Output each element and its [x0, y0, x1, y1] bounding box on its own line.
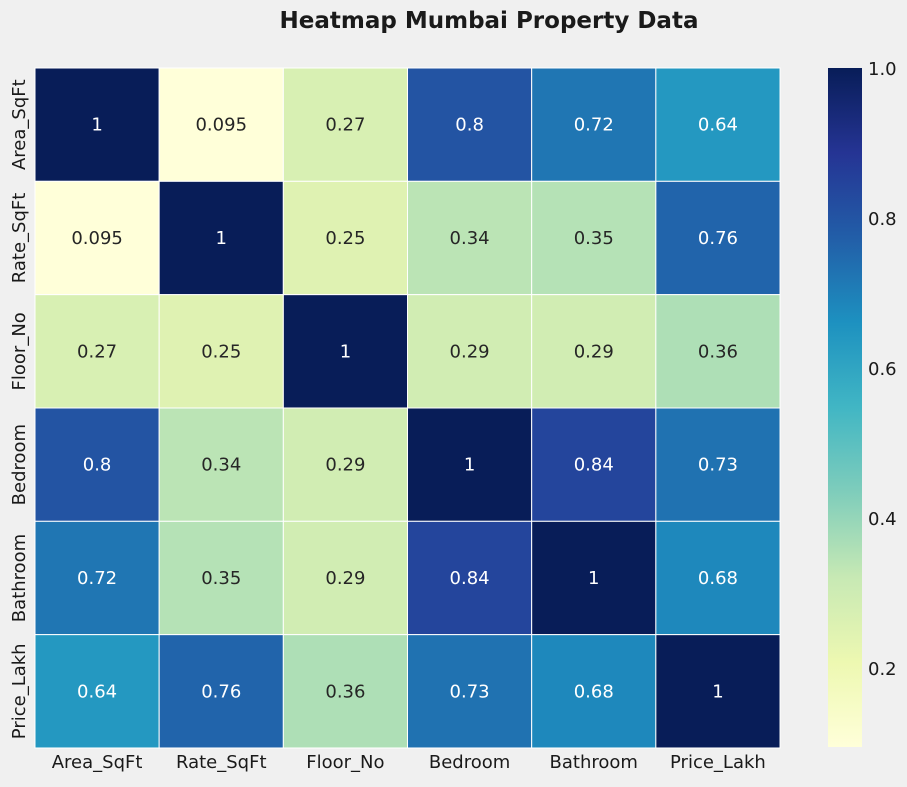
cell-value-label: 0.34: [201, 455, 241, 476]
cell-value-label: 0.25: [201, 341, 241, 362]
heatmap-cell-Floor_No-Bathroom: [531, 294, 657, 409]
y-tick-label: Floor_No: [9, 312, 30, 390]
heatmap-cell-Rate_SqFt-Price_Lakh: [655, 180, 781, 296]
heatmap-cell-Bedroom-Bathroom: [531, 407, 657, 522]
y-tick-label: Area_SqFt: [9, 79, 30, 170]
cell-value-label: 0.29: [450, 341, 490, 362]
colorbar-tick-label: 0.2: [868, 659, 897, 680]
heatmap-cell-Bathroom-Bedroom: [407, 520, 533, 636]
heatmap-cell-Bathroom-Floor_No: [282, 520, 409, 636]
cell-value-label: 0.27: [325, 115, 365, 136]
cell-value-label: 0.84: [574, 455, 614, 476]
chart-title: Heatmap Mumbai Property Data: [280, 8, 699, 34]
cell-value-label: 1: [588, 568, 599, 589]
cell-value-label: 0.73: [450, 681, 490, 702]
colorbar: 0.2 0.4 0.6 0.8 1.0: [828, 59, 897, 747]
colorbar-gradient: [828, 68, 862, 747]
heatmap-cell-Price_Lakh-Bathroom: [531, 634, 657, 749]
heatmap-cell-Price_Lakh-Price_Lakh: [655, 634, 781, 749]
heatmap-cell-Bedroom-Bedroom: [407, 407, 533, 522]
cell-value-label: 0.36: [698, 341, 738, 362]
y-tick-label: Rate_SqFt: [9, 193, 30, 284]
heatmap-cell-Area_SqFt-Area_SqFt: [34, 67, 160, 182]
y-axis-tick-labels: Area_SqFt Rate_SqFt Floor_No Bedroom Bathroo…: [9, 79, 30, 739]
cell-value-label: 0.68: [698, 568, 738, 589]
cell-value-label: 0.76: [698, 228, 738, 249]
cell-value-label: 0.68: [574, 681, 614, 702]
x-tick-label: Area_SqFt: [52, 752, 143, 773]
heatmap-cell-Floor_No-Area_SqFt: [34, 294, 160, 409]
x-tick-label: Floor_No: [306, 752, 384, 773]
cell-value-label: 0.25: [325, 228, 365, 249]
heatmap-cell-Price_Lakh-Bedroom: [407, 634, 533, 749]
cell-value-label: 0.8: [455, 115, 484, 136]
cell-value-label: 0.76: [201, 681, 241, 702]
y-tick-label: Bathroom: [9, 534, 30, 622]
heatmap-cell-Bathroom-Bathroom: [531, 520, 657, 636]
cell-value-label: 0.35: [574, 228, 614, 249]
heatmap-cell-Bedroom-Area_SqFt: [34, 407, 160, 522]
x-tick-label: Bathroom: [550, 752, 638, 773]
heatmap-cell-Bathroom-Price_Lakh: [655, 520, 781, 636]
cell-value-label: 0.095: [195, 115, 247, 136]
heatmap-cell-Area_SqFt-Rate_SqFt: [158, 67, 284, 182]
colorbar-tick-label: 0.4: [868, 509, 897, 530]
cell-value-label: 0.095: [71, 228, 123, 249]
x-tick-label: Price_Lakh: [670, 752, 766, 773]
cell-value-label: 1: [712, 681, 723, 702]
heatmap-cell-Floor_No-Price_Lakh: [655, 294, 781, 409]
y-tick-label: Bedroom: [9, 424, 30, 505]
cell-value-label: 0.29: [325, 568, 365, 589]
y-tick-label: Price_Lakh: [9, 643, 30, 739]
x-tick-label: Bedroom: [429, 752, 510, 773]
cell-value-label: 1: [464, 455, 475, 476]
cell-value-label: 0.72: [77, 568, 117, 589]
cell-value-label: 0.36: [325, 681, 365, 702]
heatmap-cell-Area_SqFt-Price_Lakh: [655, 67, 781, 182]
cell-value-label: 0.84: [450, 568, 490, 589]
x-axis-tick-labels: Area_SqFt Rate_SqFt Floor_No Bedroom Bathroo…: [52, 752, 766, 773]
heatmap-cells: [34, 67, 781, 749]
cell-value-label: 0.64: [698, 115, 738, 136]
heatmap-cell-Price_Lakh-Area_SqFt: [34, 634, 160, 749]
cell-value-label: 0.64: [77, 681, 117, 702]
heatmap-cell-Floor_No-Floor_No: [282, 294, 409, 409]
x-tick-label: Rate_SqFt: [176, 752, 267, 773]
heatmap-cell-Rate_SqFt-Rate_SqFt: [158, 180, 284, 296]
colorbar-tick-label: 0.6: [868, 359, 897, 380]
cell-value-label: 0.29: [574, 341, 614, 362]
heatmap-cell-Bathroom-Area_SqFt: [34, 520, 160, 636]
heatmap-cell-Area_SqFt-Bathroom: [531, 67, 657, 182]
heatmap-cell-Rate_SqFt-Bedroom: [407, 180, 533, 296]
heatmap-cell-labels: 1 0.095 0.27 0.8 0.72 0.64 0.095 1 0.25 0.34 0.35 0…: [71, 115, 738, 703]
cell-value-label: 1: [216, 228, 227, 249]
cell-value-label: 0.8: [83, 455, 112, 476]
cell-value-label: 0.72: [574, 115, 614, 136]
heatmap-cell-Bedroom-Rate_SqFt: [158, 407, 284, 522]
heatmap-cell-Bedroom-Price_Lakh: [655, 407, 781, 522]
cell-value-label: 0.34: [450, 228, 490, 249]
cell-value-label: 0.35: [201, 568, 241, 589]
cell-value-label: 1: [340, 341, 351, 362]
cell-value-label: 1: [91, 115, 102, 136]
heatmap-cell-Floor_No-Bedroom: [407, 294, 533, 409]
heatmap-cell-Bedroom-Floor_No: [282, 407, 409, 522]
cell-value-label: 0.29: [325, 455, 365, 476]
heatmap-cell-Area_SqFt-Floor_No: [282, 67, 409, 182]
colorbar-tick-label: 1.0: [868, 59, 897, 80]
cell-value-label: 0.73: [698, 455, 738, 476]
heatmap-cell-Floor_No-Rate_SqFt: [158, 294, 284, 409]
cell-value-label: 0.27: [77, 341, 117, 362]
colorbar-tick-label: 0.8: [868, 209, 897, 230]
heatmap-cell-Area_SqFt-Bedroom: [407, 67, 533, 182]
